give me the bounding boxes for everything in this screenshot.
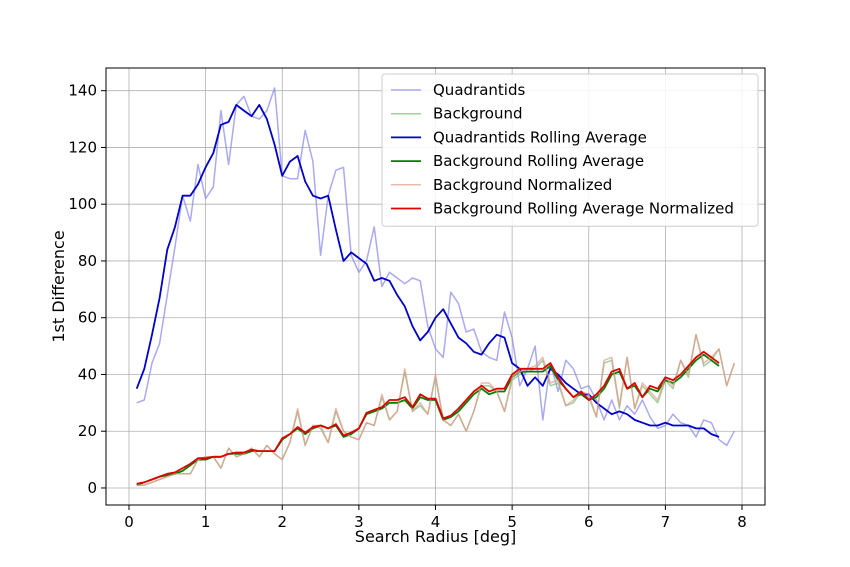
y-axis-label: 1st Difference: [49, 230, 68, 342]
x-tick-label: 2: [277, 513, 287, 531]
y-axis-ticks: 0 20 40 60 80 100 120 140: [68, 82, 106, 497]
legend: Quadrantids Background Quadrantids Rolling…: [381, 73, 759, 227]
x-tick-label: 7: [661, 513, 671, 531]
legend-label: Background: [433, 105, 523, 123]
y-tick-label: 20: [78, 422, 97, 440]
y-tick-label: 80: [78, 252, 97, 270]
x-tick-label: 1: [201, 513, 211, 531]
x-tick-label: 6: [584, 513, 594, 531]
legend-box: [381, 73, 759, 227]
legend-label: Background Rolling Average Normalized: [433, 200, 734, 218]
y-tick-label: 40: [78, 365, 97, 383]
y-tick-label: 0: [87, 479, 97, 497]
legend-label: Background Normalized: [433, 176, 612, 194]
series-line-4: [136, 333, 736, 486]
x-tick-label: 0: [124, 513, 134, 531]
x-axis-ticks: 0 1 2 3 4 5 6 7 8: [124, 505, 747, 531]
x-tick-label: 5: [507, 513, 517, 531]
x-tick-label: 8: [737, 513, 747, 531]
x-axis-label: Search Radius [deg]: [355, 527, 516, 546]
series-line-5: [136, 350, 720, 485]
y-tick-label: 100: [68, 195, 97, 213]
y-tick-label: 140: [68, 82, 97, 100]
y-tick-label: 60: [78, 309, 97, 327]
series-line-2: [135, 104, 720, 438]
x-tick-label: 4: [431, 513, 441, 531]
legend-label: Background Rolling Average: [433, 152, 644, 170]
series-layer: [135, 87, 736, 486]
legend-label: Quadrantids: [433, 81, 525, 99]
legend-label: Quadrantids Rolling Average: [433, 128, 647, 146]
y-tick-label: 120: [68, 138, 97, 156]
x-tick-label: 3: [354, 513, 364, 531]
